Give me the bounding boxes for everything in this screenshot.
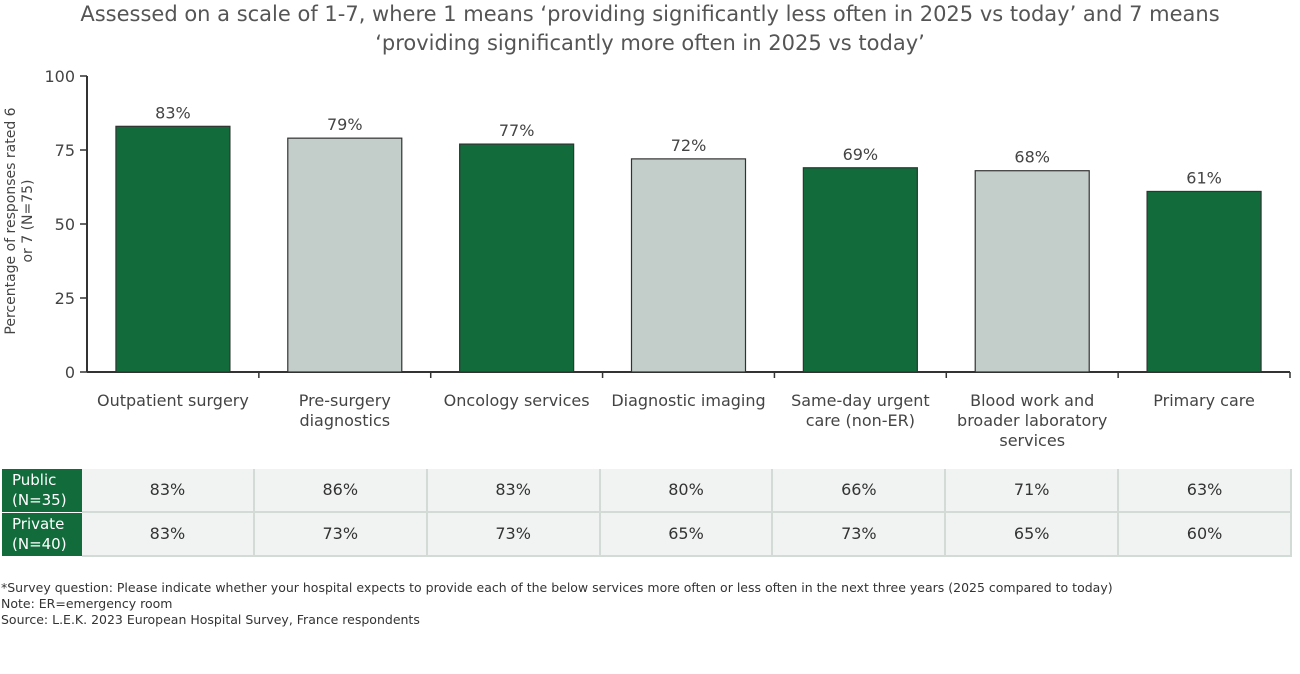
y-tick-label: 75: [55, 141, 75, 160]
y-tick-label: 50: [55, 215, 75, 234]
footnote: Note: ER=emergency room: [1, 596, 173, 611]
table-cell: 73%: [773, 513, 947, 557]
table-row-label: Public (N=35): [2, 469, 82, 512]
x-tick-label: Diagnostic imaging: [611, 391, 766, 410]
table-cell: 83%: [427, 469, 601, 513]
x-tick-label: Blood work and broader laboratory servic…: [957, 391, 1108, 450]
bar: [974, 170, 1090, 373]
y-tick-label: 25: [55, 289, 75, 308]
table-cell: 65%: [600, 513, 774, 557]
table-cell: 80%: [600, 469, 774, 513]
value-label: 68%: [1014, 148, 1050, 167]
bar: [1146, 190, 1262, 373]
y-tick-label: 100: [44, 67, 75, 86]
table-cell: 73%: [427, 513, 601, 557]
table-cell: 86%: [254, 469, 428, 513]
value-label: 69%: [843, 145, 879, 164]
x-tick-label: Oncology services: [443, 391, 590, 410]
bar: [802, 167, 918, 373]
table-cell: 60%: [1119, 513, 1292, 557]
bar: [287, 137, 403, 373]
bar: [115, 125, 231, 373]
x-tick-label: Pre-surgery diagnostics: [298, 391, 391, 430]
table-cell: 63%: [1119, 469, 1292, 513]
table-cell: 71%: [946, 469, 1120, 513]
table-cell: 66%: [773, 469, 947, 513]
value-label: 61%: [1186, 168, 1222, 187]
table-cell: 83%: [82, 513, 255, 557]
footnote: *Survey question: Please indicate whethe…: [1, 580, 1113, 595]
bar: [630, 158, 747, 373]
table-cell: 83%: [82, 469, 255, 513]
x-tick-label: Same-day urgent care (non-ER): [791, 391, 930, 430]
x-tick-label: Primary care: [1153, 391, 1255, 410]
bar: [459, 143, 575, 373]
y-tick-label: 0: [65, 363, 75, 382]
table-cell: 73%: [254, 513, 428, 557]
y-axis-label: Percentage of responses rated 6 or 7 (N=…: [3, 107, 36, 335]
value-label: 72%: [671, 136, 707, 155]
footnote: Source: L.E.K. 2023 European Hospital Su…: [1, 612, 420, 627]
value-label: 83%: [155, 103, 191, 122]
x-tick-label: Outpatient surgery: [96, 391, 249, 410]
table-row-label: Private (N=40): [2, 513, 82, 556]
table-cell: 65%: [946, 513, 1120, 557]
chart-title: Assessed on a scale of 1-7, where 1 mean…: [80, 2, 1220, 55]
value-label: 79%: [327, 115, 363, 134]
value-label: 77%: [499, 121, 535, 140]
